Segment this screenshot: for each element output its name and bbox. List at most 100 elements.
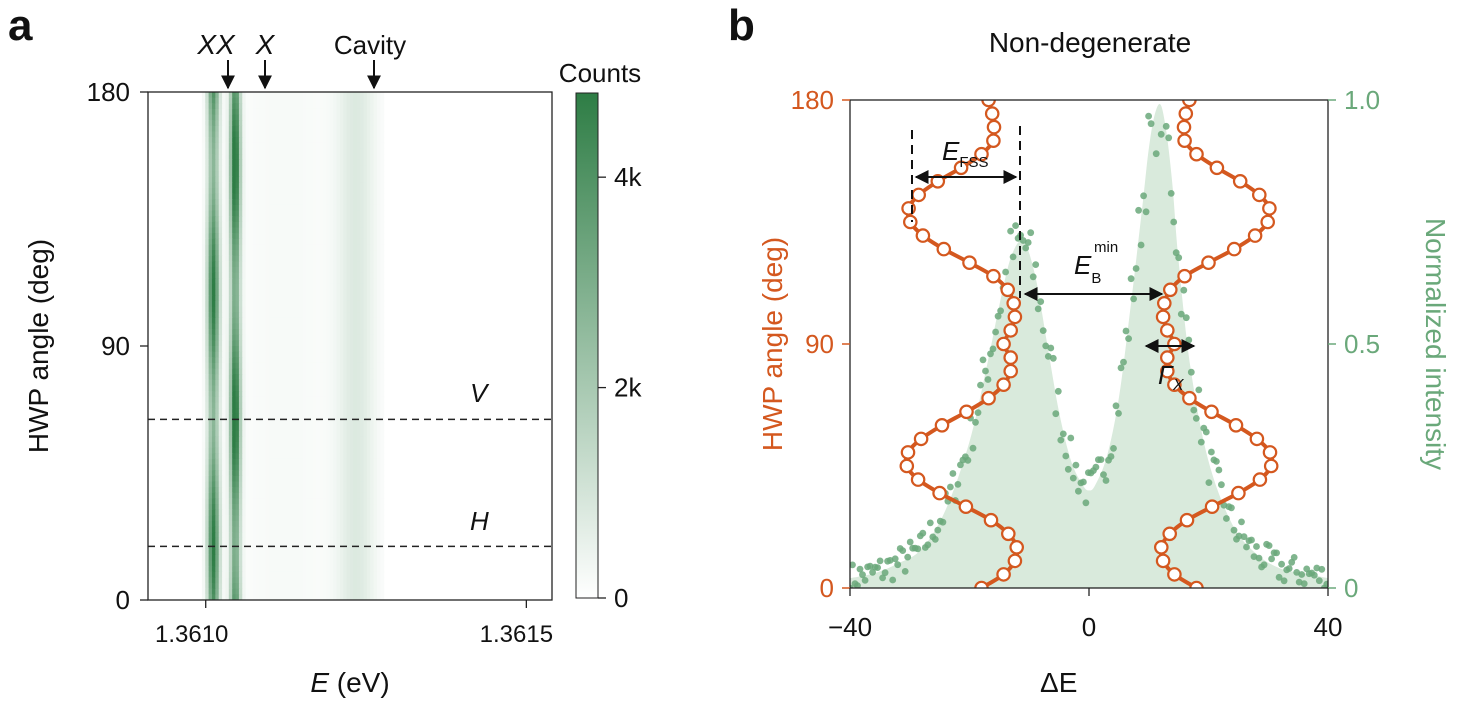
- intensity-point: [974, 409, 982, 416]
- heatmap-cell: [292, 549, 297, 556]
- heatmap-cell: [275, 272, 280, 279]
- heatmap-cell: [299, 295, 304, 302]
- heatmap-cell: [339, 487, 344, 494]
- heatmap-cell: [249, 481, 253, 488]
- heatmap-cell: [289, 148, 294, 155]
- heatmap-cell: [296, 165, 301, 172]
- heatmap-cell: [323, 447, 328, 454]
- heatmap-cell: [366, 266, 371, 274]
- heatmap-cell: [323, 453, 328, 460]
- heatmap-cell: [370, 453, 375, 460]
- heatmap-cell: [373, 543, 378, 550]
- heatmap-cell: [370, 182, 375, 189]
- heatmap-cell: [360, 165, 365, 172]
- heatmap-cell: [339, 278, 344, 285]
- heatmap-cell: [346, 171, 351, 178]
- heatmap-cell: [275, 306, 280, 313]
- heatmap-cell: [238, 385, 243, 392]
- heatmap-cell: [272, 413, 277, 420]
- heatmap-cell: [346, 554, 351, 562]
- heatmap-cell: [329, 526, 334, 533]
- heatmap-cell: [225, 261, 230, 268]
- heatmap-cell: [238, 368, 243, 375]
- intensity-point: [1052, 410, 1060, 418]
- heatmap-cell: [282, 154, 287, 161]
- heatmap-cell: [275, 560, 280, 567]
- heatmap-cell: [376, 199, 381, 206]
- heatmap-cell: [373, 171, 378, 178]
- heatmap-cell: [329, 244, 334, 251]
- intensity-point: [1047, 344, 1055, 352]
- heatmap-cell: [222, 594, 227, 600]
- heatmap-cell: [376, 159, 381, 166]
- heatmap-cell: [282, 346, 287, 353]
- heatmap-cell: [329, 108, 334, 116]
- heatmap-cell: [296, 458, 301, 466]
- heatmap-cell: [265, 554, 270, 562]
- heatmap-cell: [225, 278, 230, 285]
- heatmap-cell: [353, 379, 358, 387]
- heatmap-cell: [343, 148, 348, 155]
- heatmap-cell: [211, 583, 216, 590]
- heatmap-cell: [259, 306, 264, 313]
- heatmap-cell: [380, 425, 385, 432]
- heatmap-cell: [205, 142, 210, 150]
- heatmap-cell: [333, 238, 338, 245]
- colorbar-tick-label: 2k: [614, 373, 642, 403]
- heatmap-cell: [309, 391, 314, 398]
- heatmap-cell: [312, 187, 317, 195]
- heatmap-cell: [350, 108, 354, 116]
- heatmap-cell: [201, 458, 206, 466]
- heatmap-cell: [366, 199, 371, 206]
- heatmap-cell: [228, 346, 233, 353]
- heatmap-cell: [333, 571, 338, 579]
- heatmap-cell: [380, 312, 385, 319]
- heatmap-cell: [312, 481, 317, 488]
- heatmap-cell: [269, 475, 274, 483]
- heatmap-cell: [309, 549, 314, 556]
- heatmap-cell: [376, 221, 381, 229]
- heatmap-cell: [323, 244, 328, 251]
- heatmap-cell: [245, 159, 250, 166]
- heatmap-cell: [249, 97, 253, 104]
- heatmap-cell: [245, 283, 250, 291]
- heatmap-cell: [201, 244, 206, 251]
- heatmap-cell: [350, 92, 354, 99]
- heatmap-cell: [376, 475, 381, 483]
- heatmap-cell: [289, 520, 294, 528]
- heatmap-cell: [235, 108, 240, 116]
- heatmap-cell: [215, 92, 220, 99]
- heatmap-cell: [228, 413, 233, 420]
- heatmap-cell: [292, 103, 297, 110]
- heatmap-cell: [272, 300, 277, 308]
- heatmap-cell: [286, 588, 290, 595]
- heatmap-cell: [336, 329, 341, 336]
- heatmap-cell: [323, 278, 328, 285]
- heatmap-cell: [306, 250, 311, 257]
- heatmap-cell: [302, 142, 307, 150]
- heatmap-cell: [201, 368, 206, 375]
- heatmap-cell: [262, 543, 267, 550]
- heatmap-cell: [232, 193, 237, 200]
- heatmap-cell: [326, 594, 331, 600]
- heatmap-cell: [245, 487, 250, 494]
- heatmap-cell: [326, 470, 331, 477]
- heatmap-cell: [252, 458, 257, 466]
- heatmap-cell: [329, 210, 334, 217]
- heatmap-cell: [299, 504, 304, 511]
- heatmap-cell: [252, 436, 257, 443]
- heatmap-cell: [336, 571, 341, 579]
- heatmap-cell: [299, 278, 304, 285]
- heatmap-cell: [286, 250, 290, 257]
- heatmap-cell: [353, 470, 358, 477]
- heatmap-cell: [249, 300, 253, 308]
- heatmap-cell: [272, 374, 277, 381]
- heatmap-cell: [316, 210, 321, 217]
- heatmap-cell: [366, 402, 371, 409]
- heatmap-cell: [228, 114, 233, 121]
- heatmap-cell: [353, 148, 358, 155]
- heatmap-cell: [286, 351, 290, 358]
- heatmap-cell: [222, 142, 227, 150]
- heatmap-cell: [286, 441, 290, 449]
- heatmap-cell: [363, 227, 368, 234]
